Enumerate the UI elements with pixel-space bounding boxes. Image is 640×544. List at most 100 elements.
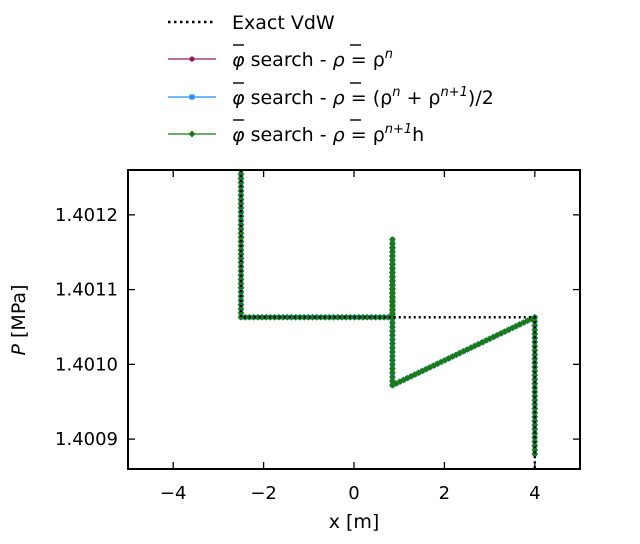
data-point [313, 313, 321, 321]
data-point [237, 170, 245, 178]
data-point [389, 286, 396, 293]
legend-entry-search-rho-avg: φ search - ρ = (ρn + ρn+1)/2 [168, 82, 494, 109]
data-point [389, 344, 396, 352]
data-point [250, 313, 258, 321]
data-point [254, 313, 262, 321]
data-point [531, 376, 539, 383]
data-point [471, 342, 479, 350]
data-point [531, 371, 539, 379]
series-line [240, 170, 536, 455]
data-point [389, 327, 396, 335]
series-line [240, 170, 536, 455]
series-3 [237, 170, 539, 458]
x-tick-label: −4 [160, 483, 187, 504]
data-point [288, 313, 295, 321]
data-point [531, 322, 539, 329]
data-point [237, 196, 245, 203]
data-point [237, 250, 245, 258]
data-point [531, 421, 539, 429]
data-point [389, 373, 396, 381]
data-point [531, 326, 539, 334]
data-point [237, 254, 245, 262]
data-point [237, 288, 245, 296]
data-point [486, 335, 494, 343]
data-point [531, 405, 539, 412]
data-point [531, 347, 539, 354]
data-point [237, 175, 245, 182]
data-point [237, 259, 245, 266]
data-point [237, 200, 245, 208]
data-point [389, 281, 396, 289]
data-point [389, 252, 396, 260]
legend-label-rho-n: φ search - ρ = ρn [232, 47, 393, 71]
legend-marker-rho-n [189, 56, 195, 62]
data-point [237, 208, 245, 216]
data-point [389, 331, 396, 339]
data-point [389, 302, 396, 310]
legend-label-rho-avg: φ search - ρ = (ρn + ρn+1)/2 [232, 85, 494, 109]
data-point [389, 336, 396, 343]
data-point [389, 298, 396, 306]
data-point [389, 294, 396, 302]
data-point [389, 319, 396, 327]
data-point [237, 246, 245, 254]
data-point [445, 355, 453, 362]
data-point [237, 309, 245, 317]
data-point [497, 329, 505, 337]
data-point [237, 229, 245, 237]
data-point [367, 313, 375, 321]
series-layer [237, 170, 539, 469]
y-axis-label: P [MPa] [8, 285, 30, 356]
data-point [531, 442, 539, 450]
x-tick-label: −2 [250, 483, 277, 504]
data-point [334, 313, 342, 321]
legend-label-rho-np1h: φ search - ρ = ρn+1h [232, 122, 424, 146]
axes-frame [127, 169, 581, 470]
ticks-layer: −4 −2 0 2 4 1.4009 1.4010 1.4011 1.4012 [55, 170, 580, 504]
legend-entry-search-rho-n: φ search - ρ = ρn [168, 44, 393, 71]
data-point [359, 313, 367, 321]
data-point [389, 256, 396, 264]
data-point [317, 313, 325, 321]
data-point [237, 284, 245, 292]
data-point [258, 313, 266, 321]
data-point [531, 446, 539, 454]
data-point [389, 352, 396, 360]
data-point [389, 361, 396, 368]
data-point [237, 233, 245, 241]
y-tick-label: 1.4012 [55, 205, 118, 226]
legend-entry-exact: Exact VdW [168, 12, 335, 34]
x-tick-label: 4 [529, 483, 540, 504]
data-point [531, 380, 539, 387]
data-point [309, 313, 316, 321]
data-point [389, 273, 396, 281]
data-point [283, 313, 291, 321]
data-point [237, 204, 245, 212]
legend-marker-rho-avg [189, 94, 195, 100]
data-point [389, 265, 396, 273]
data-point [389, 269, 396, 277]
x-tick-label: 2 [439, 483, 450, 504]
data-point [531, 351, 539, 358]
data-point [531, 392, 539, 400]
data-point [262, 313, 270, 321]
data-point [237, 225, 245, 233]
series-exact-vdw [239, 170, 536, 469]
legend: Exact VdW φ search - ρ = ρn φ search - ρ… [168, 12, 494, 146]
data-point [389, 248, 396, 256]
data-point [237, 313, 245, 321]
data-point [363, 313, 371, 321]
plot-area: −4 −2 0 2 4 1.4009 1.4010 1.4011 1.4012 [55, 169, 581, 504]
data-point [237, 275, 245, 283]
data-point [389, 323, 396, 331]
series-line [240, 170, 536, 455]
data-point [531, 396, 539, 404]
data-point [389, 340, 396, 348]
data-point [389, 365, 396, 373]
data-point [237, 301, 245, 309]
data-point [389, 348, 396, 356]
legend-marker-rho-np1h [188, 130, 196, 138]
data-point [531, 417, 539, 425]
data-point [389, 261, 396, 268]
